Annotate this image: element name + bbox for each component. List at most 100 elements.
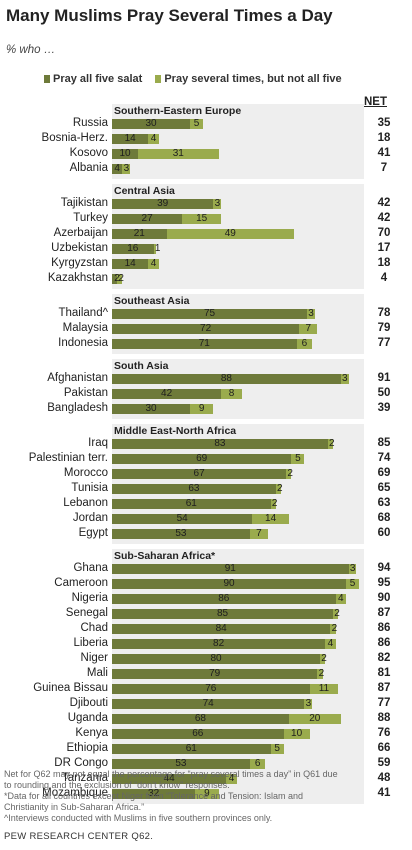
- value-label-several: 6: [254, 758, 261, 769]
- value-label-several: 4: [338, 593, 344, 604]
- bar-several-times: [195, 789, 219, 799]
- net-value: 68: [377, 512, 391, 524]
- country-label: Afghanistan: [47, 372, 108, 384]
- net-value: 66: [377, 742, 391, 754]
- country-label: Chad: [80, 622, 109, 634]
- bar-five-salat: [112, 134, 149, 144]
- country-label: Guinea Bissau: [33, 682, 108, 694]
- value-label-five: 44: [163, 773, 175, 784]
- value-label-five: 14: [124, 258, 136, 269]
- net-value: 65: [377, 482, 391, 494]
- value-label-several: 2: [271, 498, 278, 509]
- country-label: Kosovo: [69, 147, 108, 159]
- value-label-five: 88: [220, 373, 232, 384]
- value-label-five: 84: [215, 623, 227, 634]
- net-value: 86: [377, 622, 391, 634]
- value-label-five: 14: [124, 133, 136, 144]
- country-label: Iraq: [88, 437, 108, 449]
- value-label-five: 85: [216, 608, 229, 619]
- bar-five-salat: [112, 759, 250, 769]
- net-value: 91: [377, 372, 391, 384]
- section-title: Middle East-North Africa: [114, 425, 237, 437]
- value-label-several: 49: [224, 228, 236, 239]
- country-label: Kenya: [75, 727, 108, 739]
- country-label: Cameroon: [54, 577, 108, 589]
- bar-five-salat: [112, 684, 310, 694]
- value-label-several: 3: [308, 308, 314, 319]
- bar-five-salat: [112, 714, 289, 724]
- bar-five-salat: [112, 389, 222, 399]
- bar-five-salat: [112, 499, 271, 509]
- section-title: Central Asia: [114, 185, 175, 197]
- country-label: Tajikistan: [60, 197, 108, 209]
- legend-label-several: Pray several times, but not all five: [164, 73, 342, 85]
- value-label-several: 3: [305, 698, 312, 709]
- value-label-several: 10: [291, 728, 303, 739]
- bar-five-salat: [112, 199, 214, 209]
- net-value: 18: [377, 257, 391, 269]
- net-value: 94: [377, 562, 391, 574]
- bar-several-times: [252, 514, 289, 524]
- value-label-five: 42: [161, 388, 173, 399]
- country-label: Pakistan: [63, 387, 108, 399]
- net-value: 18: [377, 132, 391, 144]
- country-label: Turkey: [73, 212, 108, 224]
- bar-several-times: [330, 624, 336, 634]
- net-value: 95: [377, 577, 391, 589]
- bar-five-salat: [112, 669, 318, 679]
- legend: Pray all five salat Pray several times, …: [44, 73, 352, 85]
- net-value: 87: [377, 607, 391, 619]
- net-value: 78: [377, 307, 391, 319]
- value-label-five: 27: [141, 213, 153, 224]
- country-label: Azerbaijan: [53, 227, 108, 239]
- bar-five-salat: [112, 624, 331, 634]
- value-label-five: 16: [127, 243, 139, 254]
- bar-several-times: [286, 469, 292, 479]
- net-value: 50: [377, 387, 391, 399]
- value-label-several: 2: [334, 608, 340, 619]
- bar-several-times: [138, 149, 219, 159]
- bar-five-salat: [112, 514, 253, 524]
- country-label: Uzbekistan: [51, 242, 108, 254]
- bar-five-salat: [112, 744, 271, 754]
- bar-five-salat: [112, 309, 307, 319]
- country-label: Liberia: [73, 637, 108, 649]
- bar-several-times: [340, 374, 349, 384]
- bar-several-times: [346, 579, 359, 589]
- bar-several-times: [270, 744, 284, 754]
- value-label-several: 9: [204, 788, 210, 799]
- net-value: 42: [377, 197, 391, 209]
- country-label: Albania: [69, 162, 108, 174]
- bar-five-salat: [112, 469, 287, 479]
- value-label-five: 91: [224, 563, 236, 574]
- value-label-several: 4: [327, 638, 334, 649]
- country-label: Nigeria: [71, 592, 108, 604]
- value-label-several: 7: [256, 528, 262, 539]
- value-label-several: 3: [123, 163, 130, 174]
- net-value: 39: [377, 402, 391, 414]
- country-label: Tanzania: [61, 772, 108, 784]
- bar-several-times: [327, 439, 333, 449]
- section-title: Southeast Asia: [114, 295, 190, 307]
- bar-five-salat: [112, 564, 349, 574]
- country-label: Jordan: [72, 512, 108, 524]
- net-value: 7: [380, 162, 388, 174]
- net-value: 74: [377, 452, 391, 464]
- bar-several-times: [221, 389, 242, 399]
- country-label: Palestinian terr.: [28, 452, 108, 464]
- country-label: Russia: [72, 117, 108, 129]
- legend-swatch-five: [44, 75, 50, 83]
- bar-five-salat: [112, 244, 154, 254]
- net-value: 76: [377, 727, 391, 739]
- legend-label-five: Pray all five salat: [53, 73, 143, 85]
- value-label-five: 71: [198, 338, 210, 349]
- net-value: 60: [377, 527, 391, 539]
- value-label-five: 53: [175, 528, 187, 539]
- value-label-five: 53: [175, 758, 187, 769]
- net-value: 69: [377, 467, 391, 479]
- net-value: 63: [377, 497, 391, 509]
- legend-item-several: Pray several times, but not all five: [155, 73, 342, 85]
- bar-five-salat: [112, 439, 328, 449]
- bar-several-times: [304, 699, 313, 709]
- value-label-five: 74: [202, 698, 214, 709]
